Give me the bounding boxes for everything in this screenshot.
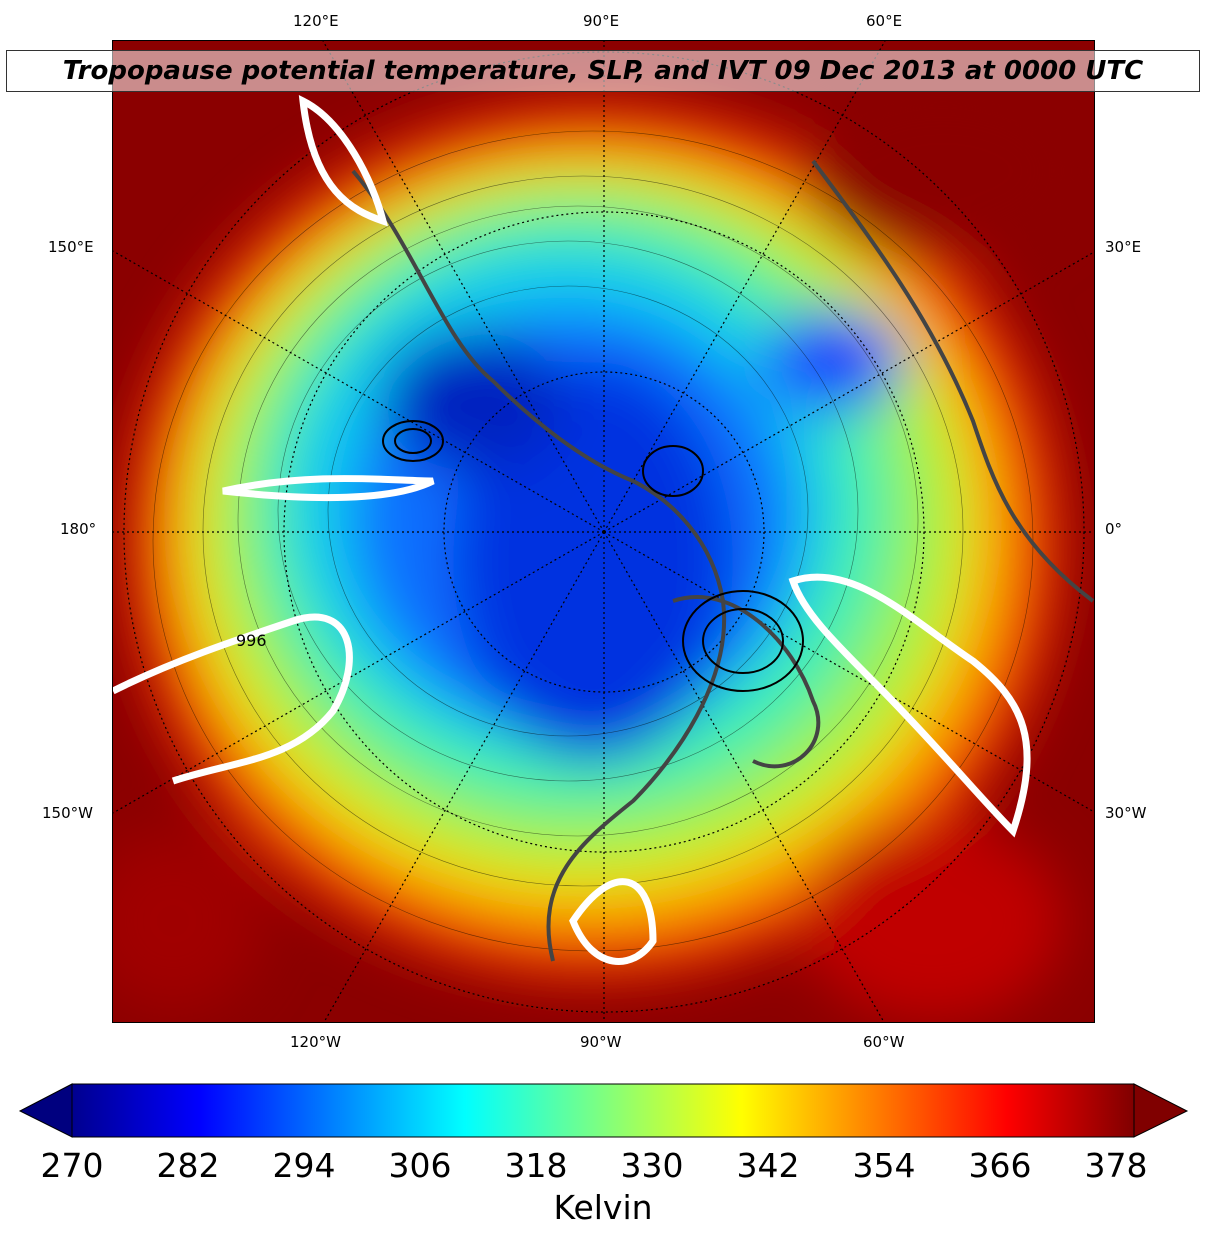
- lon-label: 30°W: [1105, 804, 1147, 822]
- colorbar-tick: 270: [40, 1146, 104, 1185]
- colorbar-extend-min: [18, 1083, 73, 1138]
- colorbar-gradient: [71, 1083, 1135, 1138]
- colorbar: [18, 1083, 1189, 1138]
- colorbar-tick: 366: [968, 1146, 1032, 1185]
- lon-label: 120°E: [293, 12, 339, 30]
- colorbar-tick: 378: [1084, 1146, 1148, 1185]
- map-title: Tropopause potential temperature, SLP, a…: [6, 50, 1200, 92]
- lon-label: 90°W: [580, 1033, 622, 1051]
- colorbar-label: Kelvin: [553, 1188, 653, 1227]
- lon-label: 60°E: [866, 12, 903, 30]
- lon-label: 150°W: [42, 804, 93, 822]
- colorbar-tick: 282: [156, 1146, 220, 1185]
- colorbar-tick: 342: [736, 1146, 800, 1185]
- slp-contours: [382, 420, 804, 692]
- lon-label: 60°W: [863, 1033, 905, 1051]
- lon-label: 0°: [1105, 520, 1123, 538]
- lon-label: 30°E: [1105, 238, 1142, 256]
- lon-label: 150°E: [48, 238, 94, 256]
- tropopause-theta-field: 996: [113, 41, 1094, 1022]
- colorbar-tick: 306: [388, 1146, 452, 1185]
- colorbar-extend-max: [1133, 1083, 1189, 1138]
- lon-label: 90°E: [583, 12, 620, 30]
- lon-label: 180°: [60, 520, 97, 538]
- coastlines: [351, 159, 1094, 962]
- colorbar-tick: 318: [504, 1146, 568, 1185]
- slp-label: 996: [236, 631, 267, 650]
- colorbar-tick: 294: [272, 1146, 336, 1185]
- map-panel: 996: [112, 40, 1095, 1023]
- colorbar-tick: 354: [852, 1146, 916, 1185]
- lon-label: 120°W: [290, 1033, 341, 1051]
- colorbar-tick: 330: [620, 1146, 684, 1185]
- ivt-contours: [113, 94, 1031, 965]
